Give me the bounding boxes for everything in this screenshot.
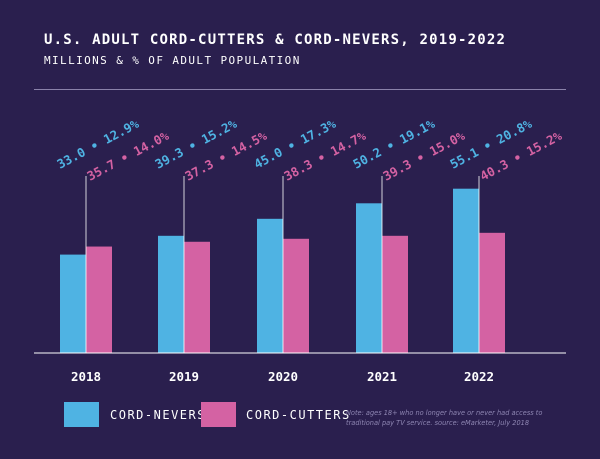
x-tick-label-2019: 2019 [169, 369, 199, 384]
x-tick-label-2018: 2018 [71, 369, 101, 384]
chart-title: U.S. ADULT CORD-CUTTERS & CORD-NEVERS, 2… [44, 32, 507, 48]
legend-swatch-cord-cutters [201, 402, 236, 427]
chart-subtitle: MILLIONS & % OF ADULT POPULATION [44, 54, 301, 67]
bar-cord-nevers-2019 [158, 235, 184, 353]
bar-cord-nevers-2022 [453, 188, 479, 353]
bar-cord-nevers-2021 [356, 203, 382, 353]
bar-cord-cutters-2021 [382, 235, 408, 353]
legend-label-cord-cutters: CORD-CUTTERS [246, 408, 351, 422]
bar-cord-cutters-2020 [283, 238, 309, 353]
bar-cord-cutters-2022 [479, 232, 505, 353]
bar-cord-cutters-2018 [86, 246, 112, 353]
legend-swatch-cord-nevers [64, 402, 99, 427]
bar-cord-nevers-2020 [257, 218, 283, 353]
x-tick-label-2021: 2021 [367, 369, 397, 384]
source-note: Note: ages 18+ who no longer have or nev… [346, 409, 543, 427]
bar-cord-cutters-2019 [184, 241, 210, 353]
x-tick-label-2020: 2020 [268, 369, 298, 384]
legend-label-cord-nevers: CORD-NEVERS [110, 408, 206, 422]
bar-cord-nevers-2018 [60, 254, 86, 353]
x-tick-label-2022: 2022 [464, 369, 494, 384]
title-divider [34, 89, 566, 90]
